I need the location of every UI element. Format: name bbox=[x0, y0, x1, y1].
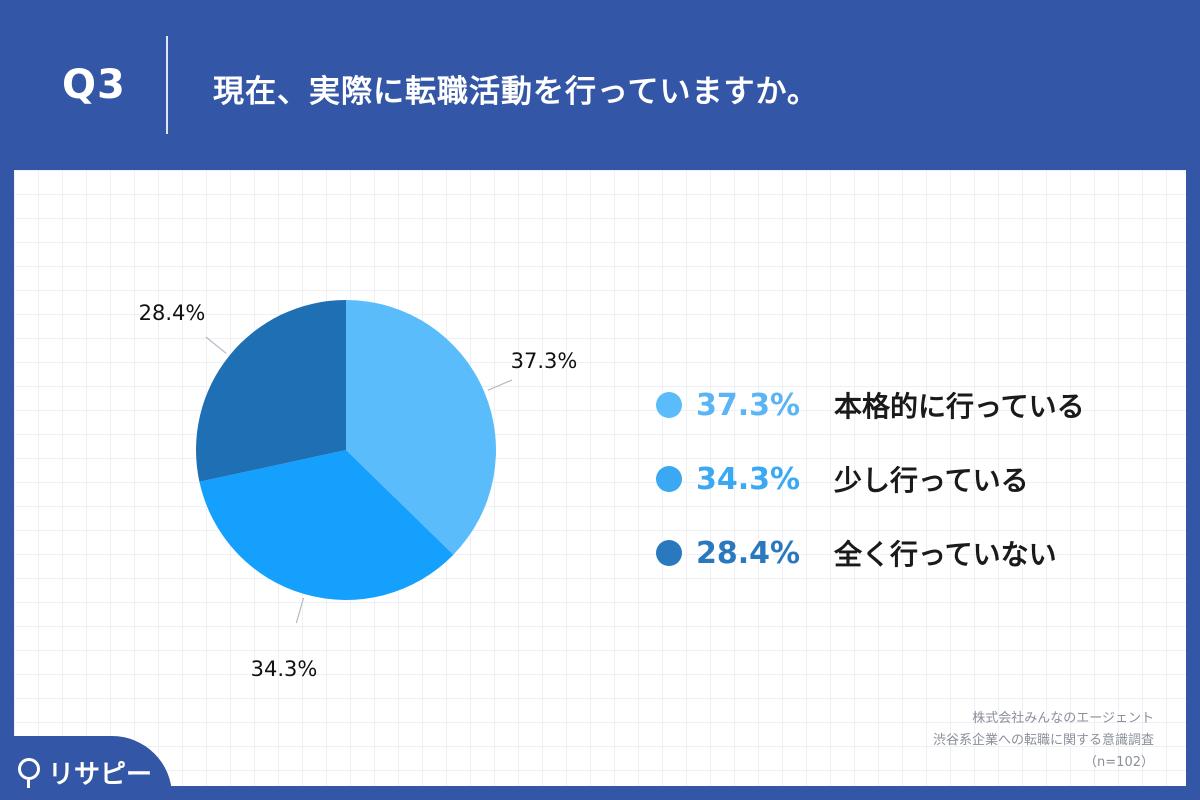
header: Q3 現在、実際に転職活動を行っていますか。 bbox=[0, 0, 1200, 170]
legend: 37.3% 本格的に行っている 34.3% 少し行っている 28.4% 全く行っ… bbox=[656, 368, 1156, 590]
question-number: Q3 bbox=[62, 62, 126, 108]
legend-dot-2 bbox=[656, 466, 682, 492]
pie-leader-line-3 bbox=[205, 336, 227, 354]
source-survey: 渋谷系企業への転職に関する意識調査 bbox=[932, 733, 1154, 748]
source-sample-size: （n=102） bbox=[1084, 755, 1154, 770]
pie-data-label-2: 34.3% bbox=[251, 657, 318, 681]
pie-chart: 37.3% 34.3% 28.4% bbox=[139, 300, 578, 681]
brand-badge: リサピー bbox=[0, 736, 172, 800]
question-title: 現在、実際に転職活動を行っていますか。 bbox=[213, 74, 819, 110]
pie-leader-line-1 bbox=[487, 379, 513, 391]
source-company: 株式会社みんなのエージェント bbox=[972, 711, 1154, 726]
legend-item-3: 28.4% 全く行っていない bbox=[656, 516, 1156, 590]
legend-label-3: 全く行っていない bbox=[834, 538, 1057, 571]
brand-pin-icon bbox=[18, 758, 40, 788]
legend-percent-3: 28.4% bbox=[696, 535, 801, 571]
source-note: 株式会社みんなのエージェント 渋谷系企業への転職に関する意識調査 （n=102） bbox=[933, 708, 1154, 774]
pie-slice-1 bbox=[346, 300, 496, 555]
legend-dot-1 bbox=[656, 392, 682, 418]
pie-data-label-1: 37.3% bbox=[511, 349, 578, 373]
pie-slice-3 bbox=[195, 300, 346, 482]
header-divider bbox=[166, 36, 168, 134]
legend-item-2: 34.3% 少し行っている bbox=[656, 442, 1156, 516]
pie-data-label-3: 28.4% bbox=[139, 301, 206, 325]
legend-item-1: 37.3% 本格的に行っている bbox=[656, 368, 1156, 442]
brand-name: リサピー bbox=[48, 760, 153, 790]
legend-label-1: 本格的に行っている bbox=[834, 390, 1085, 423]
pie-leader-line-2 bbox=[295, 597, 305, 624]
pie-slice-2 bbox=[199, 450, 454, 600]
legend-label-2: 少し行っている bbox=[834, 464, 1029, 497]
legend-percent-2: 34.3% bbox=[696, 461, 801, 497]
legend-dot-3 bbox=[656, 540, 682, 566]
chart-panel: 37.3% 34.3% 28.4% 37.3% 本格的に行っている 34.3% 少し… bbox=[14, 170, 1186, 786]
legend-percent-1: 37.3% bbox=[696, 387, 801, 423]
